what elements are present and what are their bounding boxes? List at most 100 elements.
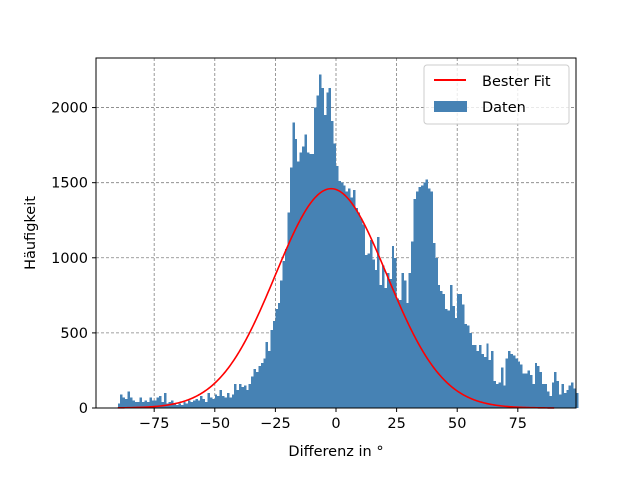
histogram-bar (192, 400, 196, 408)
histogram-bar (294, 139, 298, 408)
histogram-bar (212, 398, 215, 408)
histogram-bar (529, 374, 533, 408)
histogram-bar (391, 245, 395, 408)
histogram-bar (576, 392, 579, 408)
x-tick-label: 25 (387, 416, 405, 432)
histogram-bar (466, 325, 470, 408)
histogram-bar (389, 278, 392, 408)
histogram-bar (132, 400, 135, 408)
histogram-bar (496, 383, 499, 408)
histogram-bar (525, 373, 528, 408)
histogram-bar (287, 212, 290, 408)
histogram-bar (449, 284, 453, 408)
histogram-bar (386, 272, 390, 408)
histogram-bar (127, 391, 130, 408)
histogram-bar (214, 394, 218, 408)
histogram-bar (297, 161, 300, 408)
histogram-bar (289, 167, 293, 408)
histogram-bar (265, 341, 269, 408)
histogram-bar (217, 395, 220, 408)
histogram-bar (272, 320, 276, 408)
histogram-bar (146, 401, 150, 408)
histogram-bar (493, 380, 496, 408)
histogram-bar (382, 265, 385, 408)
histogram-bar (125, 398, 128, 408)
histogram-bar (457, 293, 460, 408)
histogram-bar (517, 361, 521, 408)
histogram-bar (239, 383, 242, 408)
histogram-bar (236, 389, 240, 408)
fit-curve-line (117, 187, 555, 409)
histogram-bar (418, 187, 421, 408)
histogram-bar (571, 382, 574, 408)
x-tick-label: −50 (199, 416, 230, 432)
histogram-bar (229, 397, 232, 408)
histogram-bar (488, 359, 492, 408)
histogram-bar (338, 181, 341, 408)
y-tick-label: 1000 (51, 251, 88, 267)
histogram-bar (117, 403, 121, 408)
histogram-bar (122, 397, 126, 408)
histogram-bar (551, 382, 555, 408)
histogram-bar (440, 290, 443, 408)
histogram-bar (309, 154, 312, 408)
x-tick-label: 75 (509, 416, 527, 432)
histogram-bar (226, 392, 230, 408)
y-tick-label: 0 (79, 401, 88, 417)
histogram-bar (384, 287, 387, 408)
histogram-bar (231, 394, 235, 408)
histogram-bar (522, 373, 526, 408)
histogram-bar (549, 395, 552, 408)
histogram-bar (260, 362, 264, 408)
histogram-bar (253, 368, 256, 408)
histogram-bar (483, 356, 487, 408)
histogram-bar (280, 280, 283, 408)
histogram-bar (209, 397, 213, 408)
x-tick-label: 50 (448, 416, 466, 432)
histogram-bar (173, 403, 176, 408)
histogram-bar (311, 154, 315, 408)
histogram-bar (416, 191, 419, 408)
histogram-bar (367, 253, 370, 408)
histogram-bar (185, 403, 189, 408)
histogram-bar (542, 383, 545, 408)
histogram-bar (345, 191, 349, 408)
histogram-bar (377, 236, 380, 408)
histogram-bar (365, 254, 368, 408)
histogram-bar (474, 344, 477, 408)
histogram-bar (476, 350, 480, 408)
histogram-bar (556, 380, 560, 408)
histogram-bar (246, 389, 249, 408)
histogram-bar (428, 188, 431, 408)
histogram-bar (222, 395, 225, 408)
histogram-bar (243, 385, 247, 408)
histogram-bar (498, 382, 501, 408)
histogram-bar (479, 344, 482, 408)
histogram-bar (442, 293, 446, 408)
histogram-bar (527, 370, 530, 408)
histogram-bar (539, 371, 543, 408)
histogram-bar (406, 302, 409, 408)
x-tick-label: 0 (331, 416, 340, 432)
x-axis-ticks: −75 −50 −25 0 25 50 75 (139, 408, 527, 432)
histogram-bar (306, 152, 310, 408)
histogram-bar (471, 344, 475, 408)
histogram-bar (546, 391, 550, 408)
y-tick-label: 500 (60, 326, 88, 342)
legend-data-label: Daten (482, 100, 526, 116)
histogram-bar (314, 107, 317, 409)
histogram-bar (505, 358, 509, 408)
histogram-bar (241, 386, 244, 408)
histogram-bar (403, 280, 407, 408)
histogram-bar (469, 332, 472, 408)
histogram-bar (423, 182, 426, 408)
histogram-bar (343, 185, 346, 408)
histogram-bar (156, 397, 160, 408)
histogram-bar (144, 400, 147, 408)
histogram-bar (435, 257, 438, 408)
histogram-bar (202, 398, 206, 408)
histogram-bar (411, 241, 414, 408)
histogram-bar (120, 394, 123, 408)
histogram-bar (491, 350, 494, 408)
histogram-bar (452, 305, 455, 408)
